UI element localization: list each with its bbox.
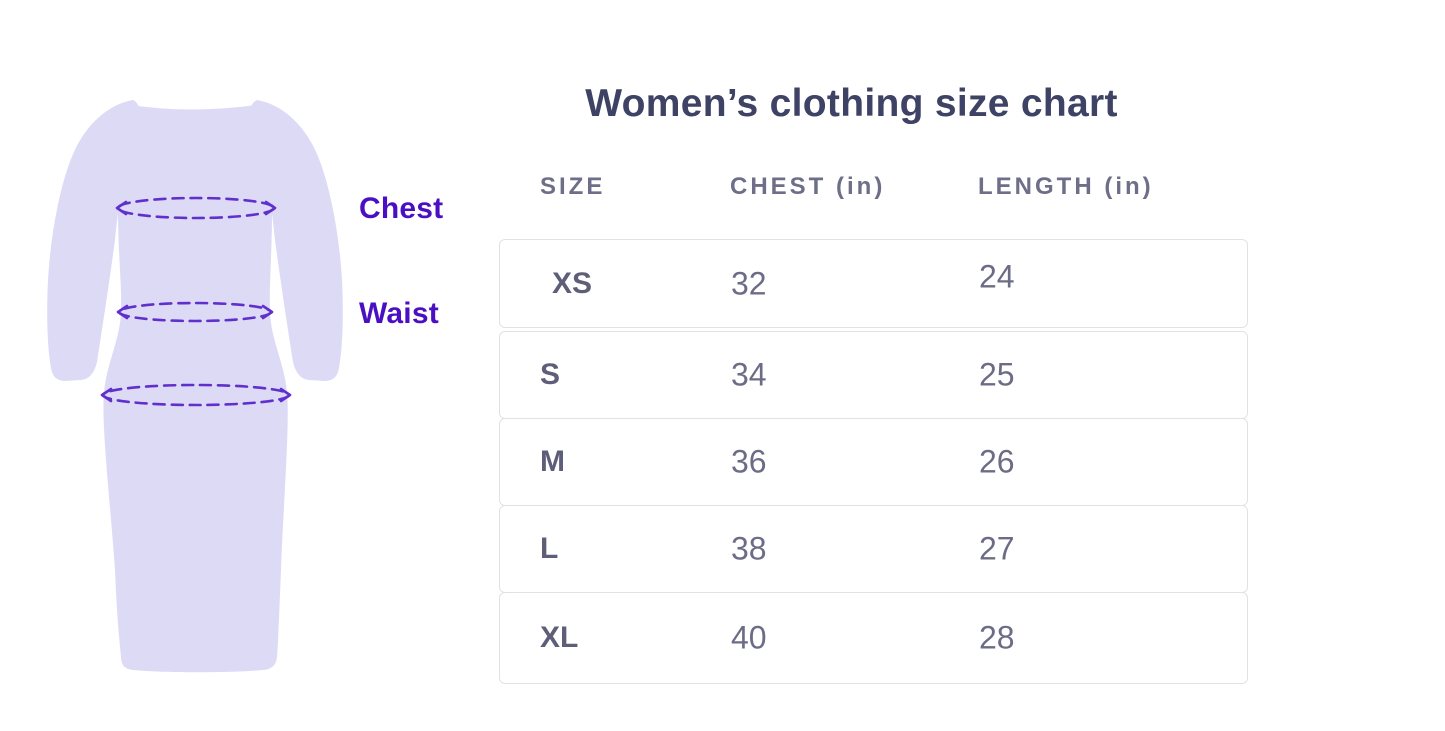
length-cell: 28 [979, 619, 1015, 656]
chest-cell: 32 [731, 265, 767, 301]
size-table: XS 32 24 S 34 25 M 36 26 L 38 27 XL 40 2… [499, 239, 1248, 684]
size-cell: XS [552, 266, 593, 300]
table-header-row: SIZE CHEST (in) LENGTH (in) [499, 173, 1248, 200]
size-cell: M [540, 445, 565, 478]
size-cell: L [540, 532, 559, 565]
table-row: XL 40 28 [499, 592, 1248, 684]
table-row: L 38 27 [499, 505, 1248, 593]
measurement-label-chest: Chest [359, 192, 444, 225]
hip-arrow-left-icon [100, 387, 113, 403]
column-header-chest: CHEST (in) [730, 173, 886, 200]
table-row: M 36 26 [499, 418, 1248, 506]
chest-cell: 36 [731, 443, 767, 480]
size-cell: XL [540, 621, 579, 654]
chest-cell: 40 [731, 619, 767, 656]
chest-arrow-left-icon [115, 200, 128, 216]
chest-cell: 34 [731, 356, 767, 393]
dress-left-sleeve-shape [47, 100, 141, 381]
measurement-lines [100, 196, 292, 407]
table-row: XS 32 24 [499, 239, 1248, 328]
length-cell: 26 [979, 443, 1015, 480]
waist-arrow-right-icon [261, 304, 274, 320]
length-cell: 24 [979, 258, 1015, 294]
table-row: S 34 25 [499, 331, 1248, 419]
size-cell: S [540, 358, 561, 391]
length-cell: 27 [979, 530, 1015, 567]
chest-arrow-right-icon [264, 200, 277, 216]
chest-cell: 38 [731, 530, 767, 567]
waist-arrow-left-icon [116, 304, 129, 320]
hip-arrow-right-icon [279, 387, 292, 403]
dress-body-shape [103, 104, 288, 673]
column-header-size: SIZE [540, 173, 606, 200]
dress-diagram-icon [47, 100, 343, 673]
measurement-label-waist: Waist [359, 297, 439, 330]
length-cell: 25 [979, 356, 1015, 393]
dress-right-sleeve-shape [249, 100, 343, 381]
column-header-length: LENGTH (in) [978, 173, 1154, 200]
page-title: Women’s clothing size chart [585, 82, 1118, 125]
